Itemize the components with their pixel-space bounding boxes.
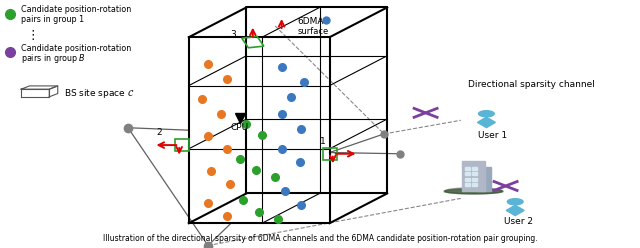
Circle shape [479, 111, 494, 117]
Bar [472, 167, 477, 170]
Bar [472, 183, 477, 186]
Text: 2: 2 [157, 128, 163, 137]
Text: Candidate position-rotation: Candidate position-rotation [21, 44, 131, 53]
Text: User 1: User 1 [478, 131, 508, 140]
Ellipse shape [444, 189, 503, 194]
Text: BS site space $\mathcal{C}$: BS site space $\mathcal{C}$ [64, 87, 134, 99]
Text: pairs in group $B$: pairs in group $B$ [21, 52, 86, 65]
Text: $\vdots$: $\vdots$ [26, 28, 35, 42]
Text: surface: surface [298, 27, 329, 35]
Text: Illustration of the directional sparsity of 6DMA channels and the 6DMA candidate: Illustration of the directional sparsity… [102, 234, 538, 243]
Text: 6DMA: 6DMA [298, 17, 324, 26]
Text: 3: 3 [230, 30, 236, 39]
Bar [323, 148, 337, 160]
Text: User 2: User 2 [504, 217, 533, 226]
Bar [175, 139, 189, 151]
Bar [465, 178, 470, 181]
Bar [462, 161, 485, 191]
Text: CPU: CPU [231, 123, 249, 132]
Ellipse shape [445, 188, 502, 194]
Text: 1: 1 [320, 137, 326, 146]
Text: Directional sparsity channel: Directional sparsity channel [468, 80, 595, 89]
Bar [242, 36, 264, 48]
Circle shape [508, 199, 523, 205]
Bar [465, 167, 470, 170]
Text: pairs in group 1: pairs in group 1 [21, 15, 84, 24]
Bar [465, 183, 470, 186]
Bar [477, 167, 491, 191]
Text: Candidate position-rotation: Candidate position-rotation [21, 5, 131, 14]
Bar [472, 172, 477, 175]
Polygon shape [506, 205, 524, 216]
Bar [465, 172, 470, 175]
Polygon shape [477, 117, 495, 127]
Bar [472, 178, 477, 181]
